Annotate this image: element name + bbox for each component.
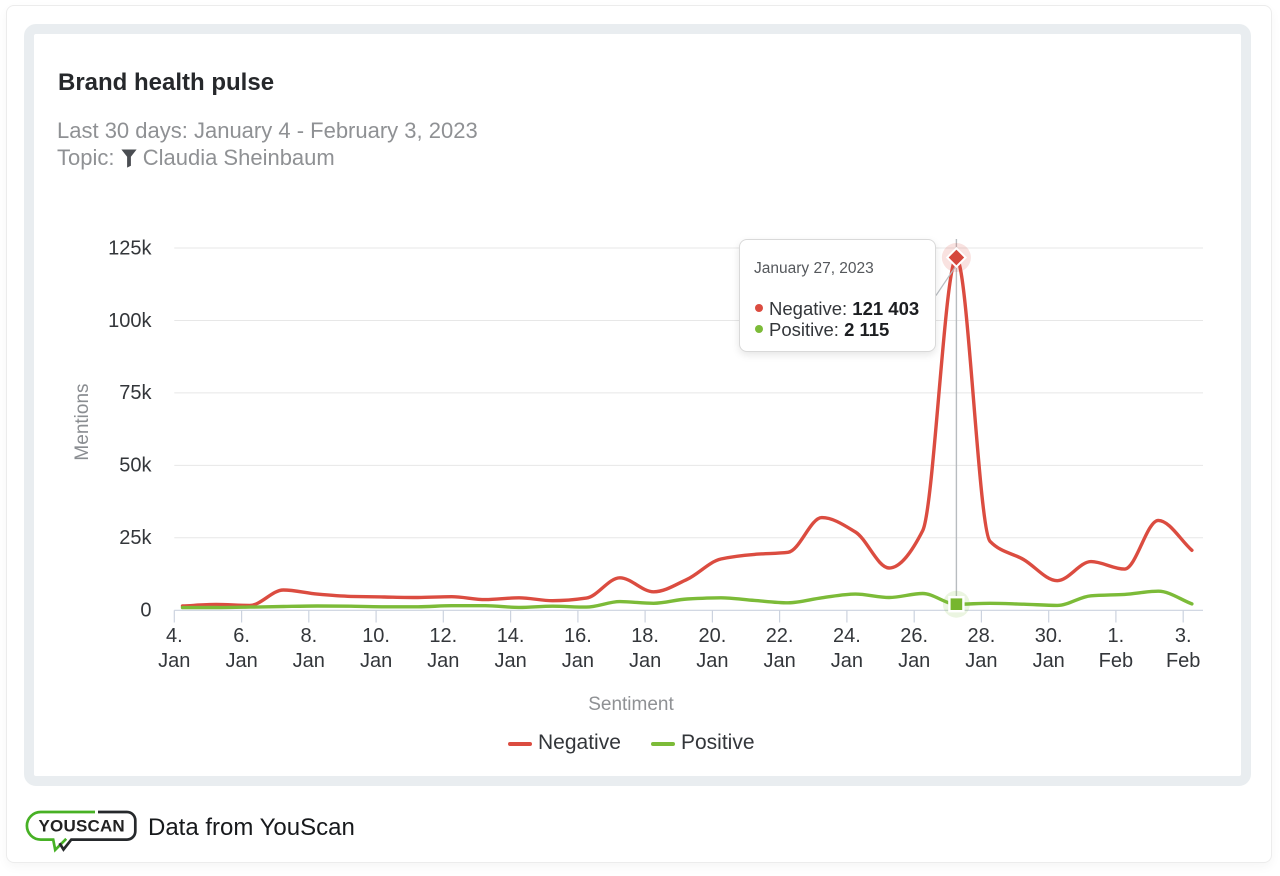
svg-text:50k: 50k: [119, 455, 152, 477]
svg-text:Jan: Jan: [898, 650, 930, 672]
svg-text:10.: 10.: [362, 625, 390, 647]
svg-text:Mentions: Mentions: [72, 383, 93, 460]
svg-text:75k: 75k: [119, 382, 152, 404]
svg-text:28.: 28.: [967, 625, 995, 647]
svg-text:Jan: Jan: [293, 650, 325, 672]
svg-text:24.: 24.: [833, 625, 861, 647]
svg-text:125k: 125k: [108, 237, 152, 259]
svg-text:Jan: Jan: [831, 650, 863, 672]
svg-text:25k: 25k: [119, 527, 152, 549]
svg-text:22.: 22.: [766, 625, 794, 647]
svg-text:Jan: Jan: [562, 650, 594, 672]
svg-text:Jan: Jan: [360, 650, 392, 672]
svg-text:1.: 1.: [1108, 625, 1125, 647]
svg-text:6.: 6.: [233, 625, 250, 647]
svg-text:Jan: Jan: [427, 650, 459, 672]
svg-text:Jan: Jan: [696, 650, 728, 672]
svg-text:Jan: Jan: [1033, 650, 1065, 672]
svg-text:12.: 12.: [429, 625, 457, 647]
svg-text:20.: 20.: [698, 625, 726, 647]
svg-text:30.: 30.: [1035, 625, 1063, 647]
svg-text:8.: 8.: [300, 625, 317, 647]
svg-text:Jan: Jan: [158, 650, 190, 672]
svg-text:4.: 4.: [166, 625, 183, 647]
svg-text:Jan: Jan: [763, 650, 795, 672]
svg-text:YOUSCAN: YOUSCAN: [39, 817, 125, 836]
svg-text:Jan: Jan: [494, 650, 526, 672]
svg-text:Feb: Feb: [1166, 650, 1200, 672]
svg-text:18.: 18.: [631, 625, 659, 647]
svg-text:26.: 26.: [900, 625, 928, 647]
svg-text:Jan: Jan: [225, 650, 257, 672]
svg-text:Jan: Jan: [629, 650, 661, 672]
svg-text:16.: 16.: [564, 625, 592, 647]
svg-text:3.: 3.: [1175, 625, 1192, 647]
svg-text:0: 0: [140, 600, 151, 622]
svg-text:100k: 100k: [108, 310, 152, 332]
svg-text:Feb: Feb: [1099, 650, 1133, 672]
svg-text:14.: 14.: [497, 625, 525, 647]
svg-text:Jan: Jan: [965, 650, 997, 672]
